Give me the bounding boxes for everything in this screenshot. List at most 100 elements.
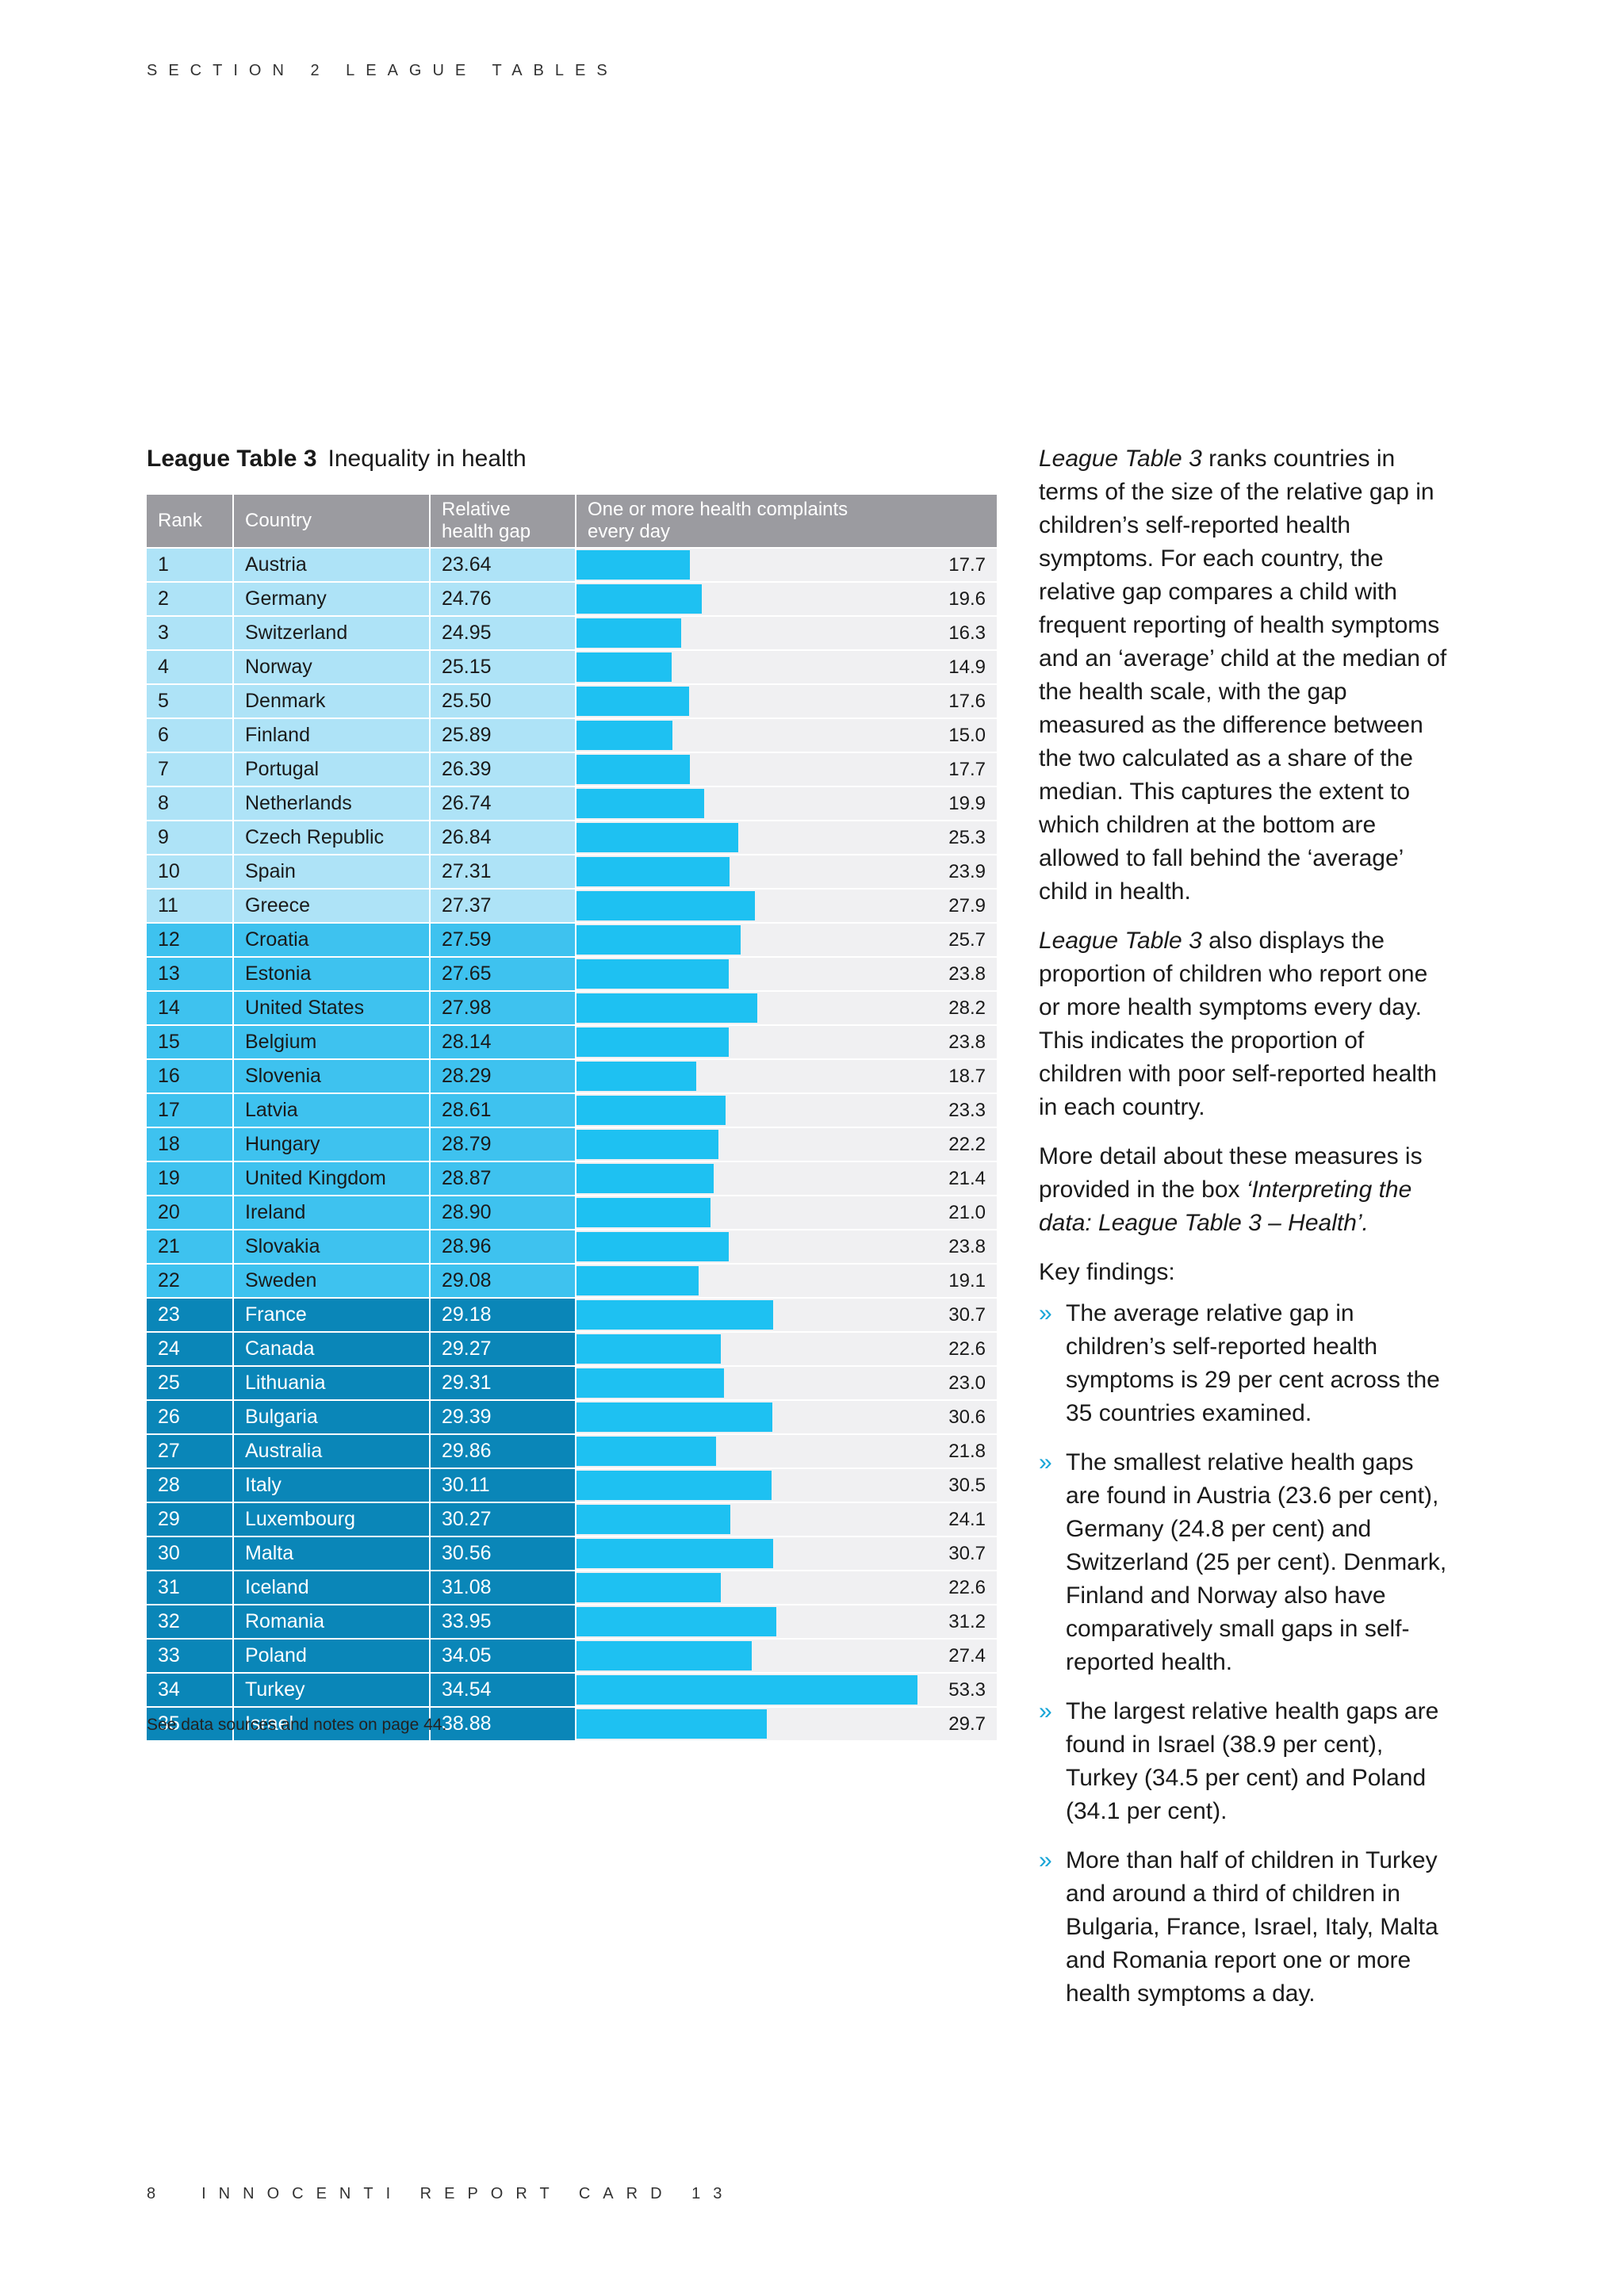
gap-cell: 29.18 <box>431 1299 576 1331</box>
rank-cell: 24 <box>147 1333 234 1365</box>
country-cell: Estonia <box>234 958 431 990</box>
country-cell: Austria <box>234 549 431 581</box>
complaints-bar <box>576 959 729 989</box>
complaints-bar <box>576 1709 767 1739</box>
rank-cell: 6 <box>147 719 234 752</box>
table-row: 3 Switzerland 24.95 16.3 <box>147 617 997 651</box>
complaints-value: 23.8 <box>948 962 986 985</box>
table-row: 31 Iceland 31.08 22.6 <box>147 1571 997 1605</box>
finding-text: The smallest relative health gaps are fo… <box>1066 1449 1447 1675</box>
country-cell: Hungary <box>234 1128 431 1161</box>
table-row: 22 Sweden 29.08 19.1 <box>147 1265 997 1299</box>
country-cell: France <box>234 1299 431 1331</box>
rank-cell: 25 <box>147 1367 234 1399</box>
finding-text: More than half of children in Turkey and… <box>1066 1847 1438 2007</box>
table-row: 16 Slovenia 28.29 18.7 <box>147 1060 997 1094</box>
rank-cell: 35 <box>147 1708 234 1740</box>
table-row: 20 Ireland 28.90 21.0 <box>147 1196 997 1230</box>
complaints-value: 23.8 <box>948 1235 986 1257</box>
table-row: 19 United Kingdom 28.87 21.4 <box>147 1162 997 1196</box>
complaints-cell: 21.8 <box>576 1435 997 1468</box>
country-cell: Greece <box>234 890 431 922</box>
table-row: 10 Spain 27.31 23.9 <box>147 855 997 890</box>
complaints-bar <box>576 1334 722 1364</box>
complaints-value: 23.8 <box>948 1031 986 1053</box>
complaints-bar <box>576 789 704 818</box>
table-row: 26 Bulgaria 29.39 30.6 <box>147 1401 997 1435</box>
complaints-cell: 15.0 <box>576 719 997 752</box>
gap-cell: 27.31 <box>431 855 576 888</box>
rank-cell: 15 <box>147 1026 234 1058</box>
rank-cell: 14 <box>147 992 234 1024</box>
finding-item: » The smallest relative health gaps are f… <box>1039 1446 1451 1679</box>
country-cell: Slovakia <box>234 1230 431 1263</box>
gap-cell: 30.27 <box>431 1503 576 1536</box>
complaints-cell: 27.9 <box>576 890 997 922</box>
gap-cell: 25.50 <box>431 685 576 718</box>
header-gap-line1: Relative <box>442 499 511 520</box>
table-row: 32 Romania 33.95 31.2 <box>147 1605 997 1640</box>
complaints-value: 23.9 <box>948 860 986 882</box>
complaints-cell: 17.7 <box>576 753 997 786</box>
finding-item: » The average relative gap in children’s … <box>1039 1297 1451 1430</box>
rank-cell: 12 <box>147 924 234 956</box>
complaints-bar <box>576 925 741 955</box>
complaints-value: 30.7 <box>948 1303 986 1326</box>
table-row: 23 France 29.18 30.7 <box>147 1299 997 1333</box>
rank-cell: 28 <box>147 1469 234 1502</box>
rank-cell: 27 <box>147 1435 234 1468</box>
gap-cell: 27.37 <box>431 890 576 922</box>
complaints-cell: 30.7 <box>576 1299 997 1331</box>
table-note: See data sources and notes on page 44. <box>147 1716 447 1734</box>
complaints-cell: 27.4 <box>576 1640 997 1672</box>
country-cell: Czech Republic <box>234 821 431 854</box>
country-cell: Belgium <box>234 1026 431 1058</box>
complaints-cell: 17.6 <box>576 685 997 718</box>
complaints-bar <box>576 1402 772 1432</box>
header-rank-label: Rank <box>158 510 203 531</box>
complaints-value: 23.0 <box>948 1372 986 1394</box>
country-cell: Turkey <box>234 1674 431 1706</box>
complaints-cell: 19.9 <box>576 787 997 820</box>
header-country-label: Country <box>245 510 312 531</box>
gap-cell: 33.95 <box>431 1605 576 1638</box>
gap-cell: 29.27 <box>431 1333 576 1365</box>
country-cell: Latvia <box>234 1094 431 1127</box>
complaints-bar <box>576 1096 726 1125</box>
complaints-cell: 22.2 <box>576 1128 997 1161</box>
complaints-bar <box>576 1437 716 1466</box>
intro-emphasis: League Table 3 <box>1039 446 1202 472</box>
complaints-bar <box>576 1505 731 1534</box>
complaints-value: 25.3 <box>948 826 986 848</box>
country-cell: Slovenia <box>234 1060 431 1093</box>
header-gap: Relative health gap <box>431 495 576 547</box>
table-row: 8 Netherlands 26.74 19.9 <box>147 787 997 821</box>
country-cell: Canada <box>234 1333 431 1365</box>
gap-cell: 29.86 <box>431 1435 576 1468</box>
paragraph-detail: More detail about these measures is prov… <box>1039 1140 1451 1240</box>
country-cell: Spain <box>234 855 431 888</box>
complaints-cell: 30.6 <box>576 1401 997 1433</box>
country-cell: Portugal <box>234 753 431 786</box>
table-row: 7 Portugal 26.39 17.7 <box>147 753 997 787</box>
complaints-cell: 22.6 <box>576 1571 997 1604</box>
bullet-icon: » <box>1039 1847 1052 1873</box>
rank-cell: 21 <box>147 1230 234 1263</box>
complaints-cell: 23.8 <box>576 1026 997 1058</box>
complaints-cell: 23.0 <box>576 1367 997 1399</box>
complaints-bar <box>576 891 756 920</box>
complaints-text: also displays the proportion of children… <box>1039 928 1437 1120</box>
complaints-cell: 28.2 <box>576 992 997 1024</box>
complaints-value: 16.3 <box>948 622 986 644</box>
complaints-bar <box>576 993 757 1023</box>
table-header: Rank Country Relative health gap One or … <box>147 495 997 549</box>
country-cell: Switzerland <box>234 617 431 649</box>
complaints-bar <box>576 1232 729 1261</box>
gap-cell: 29.39 <box>431 1401 576 1433</box>
table-row: 13 Estonia 27.65 23.8 <box>147 958 997 992</box>
table-row: 1 Austria 23.64 17.7 <box>147 549 997 583</box>
rank-cell: 11 <box>147 890 234 922</box>
complaints-value: 30.7 <box>948 1542 986 1564</box>
header-rank: Rank <box>147 495 234 547</box>
table-row: 27 Australia 29.86 21.8 <box>147 1435 997 1469</box>
